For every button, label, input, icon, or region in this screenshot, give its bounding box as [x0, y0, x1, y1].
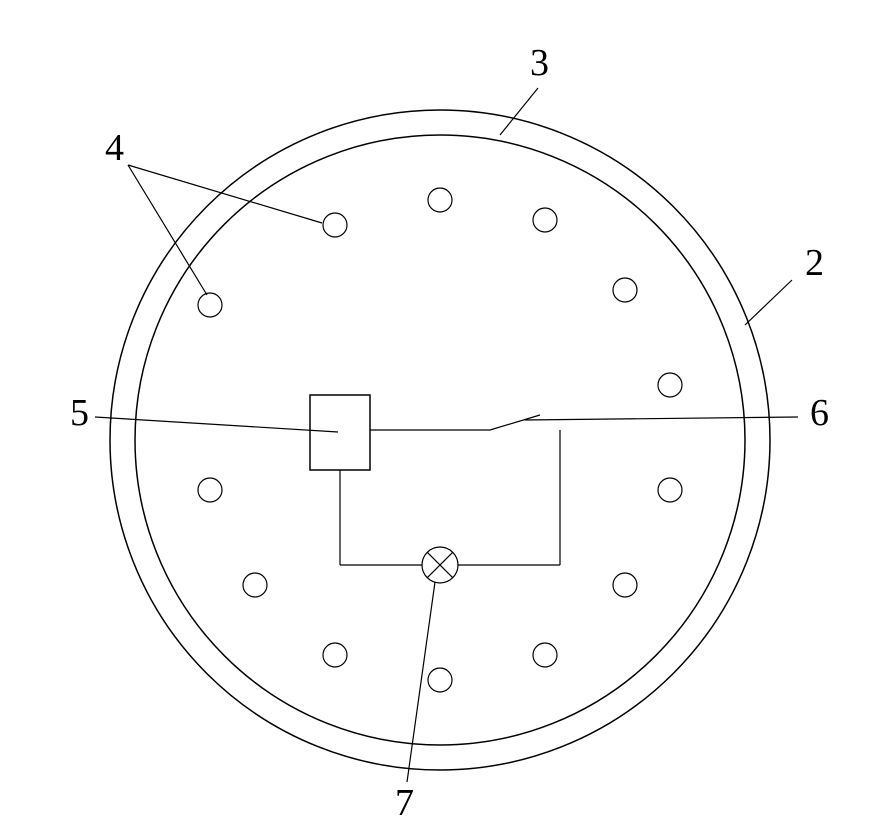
label-7: 7 [395, 782, 414, 824]
small-hole [198, 478, 222, 502]
small-hole [243, 573, 267, 597]
label-6: 6 [810, 392, 829, 434]
component-box [310, 395, 370, 470]
label-4: 4 [105, 127, 124, 169]
diagram-svg: 2 3 4 5 6 7 [0, 0, 885, 835]
small-hole [658, 373, 682, 397]
label-5: 5 [70, 392, 89, 434]
label-3: 3 [530, 42, 549, 84]
small-hole [533, 208, 557, 232]
small-hole [658, 478, 682, 502]
leader-line [95, 417, 338, 432]
small-hole [613, 573, 637, 597]
small-hole [323, 643, 347, 667]
inner-circle [135, 135, 745, 745]
leader-line [745, 280, 792, 325]
small-hole [613, 278, 637, 302]
leader-line [525, 417, 798, 420]
label-2: 2 [805, 242, 824, 284]
small-hole [198, 293, 222, 317]
switch-arm [490, 415, 540, 430]
small-hole [428, 188, 452, 212]
small-hole [533, 643, 557, 667]
leader-line [128, 165, 322, 223]
leader-line [500, 88, 538, 135]
outer-circle [110, 110, 770, 770]
small-hole [428, 668, 452, 692]
small-hole [323, 213, 347, 237]
leader-line [407, 582, 435, 782]
